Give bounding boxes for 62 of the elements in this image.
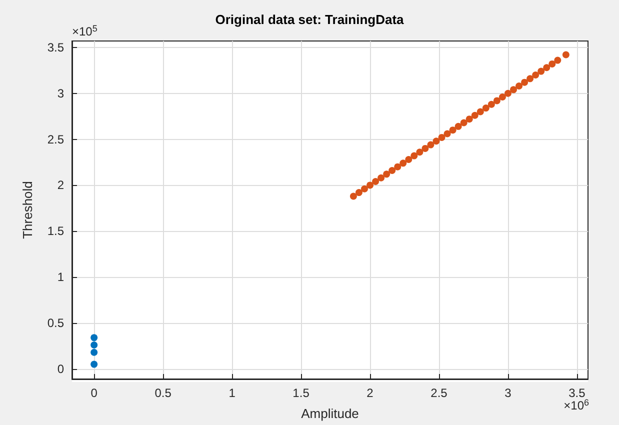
point (471, 112, 478, 119)
point (405, 156, 412, 163)
x-tick-label: 2 (366, 386, 374, 400)
x-tick-label: 0.5 (154, 386, 172, 400)
y-axis-title: Threshold (20, 181, 35, 239)
point (438, 134, 446, 141)
point (526, 75, 534, 82)
point (90, 342, 98, 349)
point (361, 185, 368, 192)
y-tick-label: 1.5 (47, 224, 64, 238)
point (422, 144, 429, 152)
y-tick-label: 3 (57, 86, 64, 100)
point (90, 360, 98, 368)
y-tick-label: 3.5 (47, 40, 64, 54)
point (90, 334, 98, 342)
point (482, 104, 490, 112)
x-tick-label: 1 (228, 386, 236, 400)
point (516, 82, 523, 90)
point (493, 97, 500, 104)
x-tick-label: 3 (504, 386, 512, 400)
point (394, 163, 402, 170)
point (444, 130, 451, 138)
point (90, 348, 98, 356)
point (454, 122, 462, 130)
point (554, 56, 562, 64)
point (432, 138, 440, 145)
x-tick-label: 1.5 (292, 386, 310, 400)
point (460, 119, 468, 126)
y-tick-label: 2.5 (47, 132, 64, 146)
point (498, 94, 506, 101)
point (538, 68, 545, 75)
point (449, 126, 456, 134)
x-axis-title: Amplitude (301, 406, 359, 421)
point (378, 174, 385, 182)
point (488, 100, 495, 108)
point (510, 86, 517, 94)
y-tick-label: 1 (57, 270, 64, 284)
y-tick-label: 0.5 (47, 316, 64, 330)
point (410, 152, 418, 160)
point (562, 51, 570, 58)
chart-title: Original data set: TrainingData (215, 12, 405, 27)
point (388, 167, 396, 174)
y-tick-label: 2 (57, 178, 64, 192)
x-tick-label: 0 (90, 386, 98, 400)
point (355, 189, 362, 196)
point (383, 170, 390, 178)
y-tick-label: 0 (57, 362, 64, 376)
point (400, 160, 407, 167)
point (427, 141, 434, 148)
point (366, 182, 374, 189)
x-tick-label: 3.5 (568, 386, 586, 400)
point (504, 90, 512, 97)
point (532, 71, 540, 78)
x-tick-label: 2.5 (430, 386, 448, 400)
point (476, 108, 484, 116)
point (543, 64, 550, 72)
point (521, 78, 528, 86)
point (372, 178, 380, 186)
point (416, 148, 424, 156)
point (466, 116, 473, 123)
point (350, 192, 357, 200)
point (548, 60, 556, 68)
